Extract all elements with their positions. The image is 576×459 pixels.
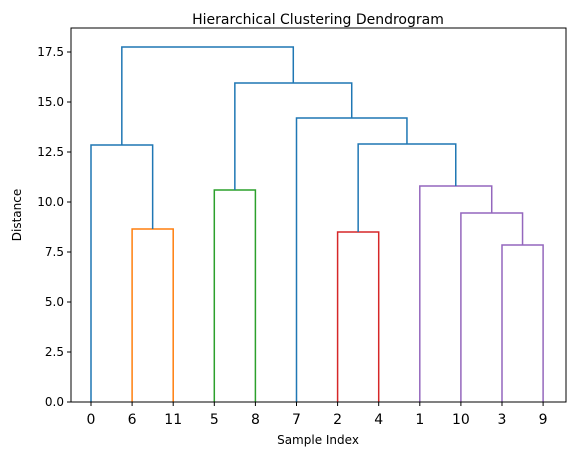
- y-tick-label: 7.5: [45, 245, 64, 259]
- leaf-label: 2: [333, 412, 342, 428]
- y-tick-label: 0.0: [45, 395, 64, 409]
- dendrogram-link-4: [460, 212, 524, 402]
- y-axis-ticks: 0.0 2.5 5.0 7.5 10.0 12.5 15.0 17.5: [37, 45, 71, 409]
- y-tick-label: 10.0: [37, 195, 64, 209]
- dendrogram-link-0: [131, 228, 174, 402]
- y-tick-label: 17.5: [37, 45, 64, 59]
- dendrogram-link-9: [90, 144, 154, 402]
- leaf-label: 4: [374, 412, 383, 428]
- leaf-label: 3: [498, 412, 507, 428]
- dendrogram-link-10: [121, 46, 295, 145]
- dendrogram-link-2: [336, 231, 380, 402]
- leaf-label: 1: [415, 412, 424, 428]
- leaf-label: 7: [292, 412, 301, 428]
- y-tick-label: 2.5: [45, 345, 64, 359]
- dendrogram-link-7: [295, 117, 408, 402]
- leaf-label: 6: [128, 412, 137, 428]
- dendrogram-link-5: [419, 185, 493, 402]
- x-axis-label: Sample Index: [277, 433, 359, 447]
- dendrogram-link-6: [357, 143, 457, 232]
- plot-frame: [70, 27, 567, 403]
- chart-title: Hierarchical Clustering Dendrogram: [192, 12, 444, 28]
- dendrogram-link-8: [234, 82, 353, 190]
- leaf-label: 10: [452, 412, 470, 428]
- y-tick-label: 5.0: [45, 295, 64, 309]
- y-tick-label: 12.5: [37, 145, 64, 159]
- leaf-label: 9: [539, 412, 548, 428]
- leaf-label: 8: [251, 412, 260, 428]
- leaf-label: 0: [87, 412, 96, 428]
- y-axis-label: Distance: [10, 189, 24, 241]
- dendrogram-link-3: [501, 244, 544, 402]
- leaf-label: 11: [164, 412, 182, 428]
- y-tick-label: 15.0: [37, 95, 64, 109]
- dendrogram-link-1: [213, 189, 257, 402]
- dendrogram-links: [90, 46, 544, 402]
- x-axis-ticks: 0 6 11 5 8 7 2 4 1 10 3 9: [87, 402, 548, 428]
- leaf-label: 5: [210, 412, 219, 428]
